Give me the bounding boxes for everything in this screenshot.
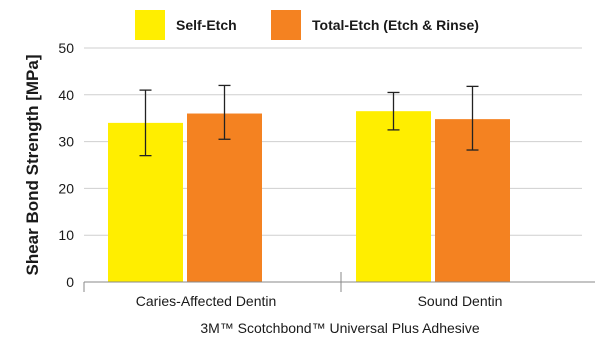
legend-swatch-total-etch xyxy=(271,10,301,40)
category-label-sound: Sound Dentin xyxy=(418,293,503,309)
legend: Self-Etch Total-Etch (Etch & Rinse) xyxy=(135,10,479,40)
legend-swatch-self-etch xyxy=(135,10,165,40)
y-tick-label-50: 50 xyxy=(58,40,74,56)
category-label-caries: Caries-Affected Dentin xyxy=(136,293,277,309)
error-bars xyxy=(139,84,479,157)
y-tick-label-0: 0 xyxy=(66,274,74,290)
y-axis-label: Shear Bond Strength [MPa] xyxy=(23,54,42,275)
bar-0-1 xyxy=(187,113,262,283)
y-axis-ticks: 0 10 20 30 40 50 xyxy=(58,40,74,290)
x-axis-label: 3M™ Scotchbond™ Universal Plus Adhesive xyxy=(200,320,480,336)
bar-1-0 xyxy=(356,111,431,283)
legend-label-total-etch: Total-Etch (Etch & Rinse) xyxy=(312,17,479,33)
y-tick-label-10: 10 xyxy=(58,227,74,243)
y-tick-label-40: 40 xyxy=(58,87,74,103)
y-tick-label-30: 30 xyxy=(58,134,74,150)
y-tick-label-20: 20 xyxy=(58,180,74,196)
bars xyxy=(108,111,510,283)
legend-label-self-etch: Self-Etch xyxy=(176,17,237,33)
